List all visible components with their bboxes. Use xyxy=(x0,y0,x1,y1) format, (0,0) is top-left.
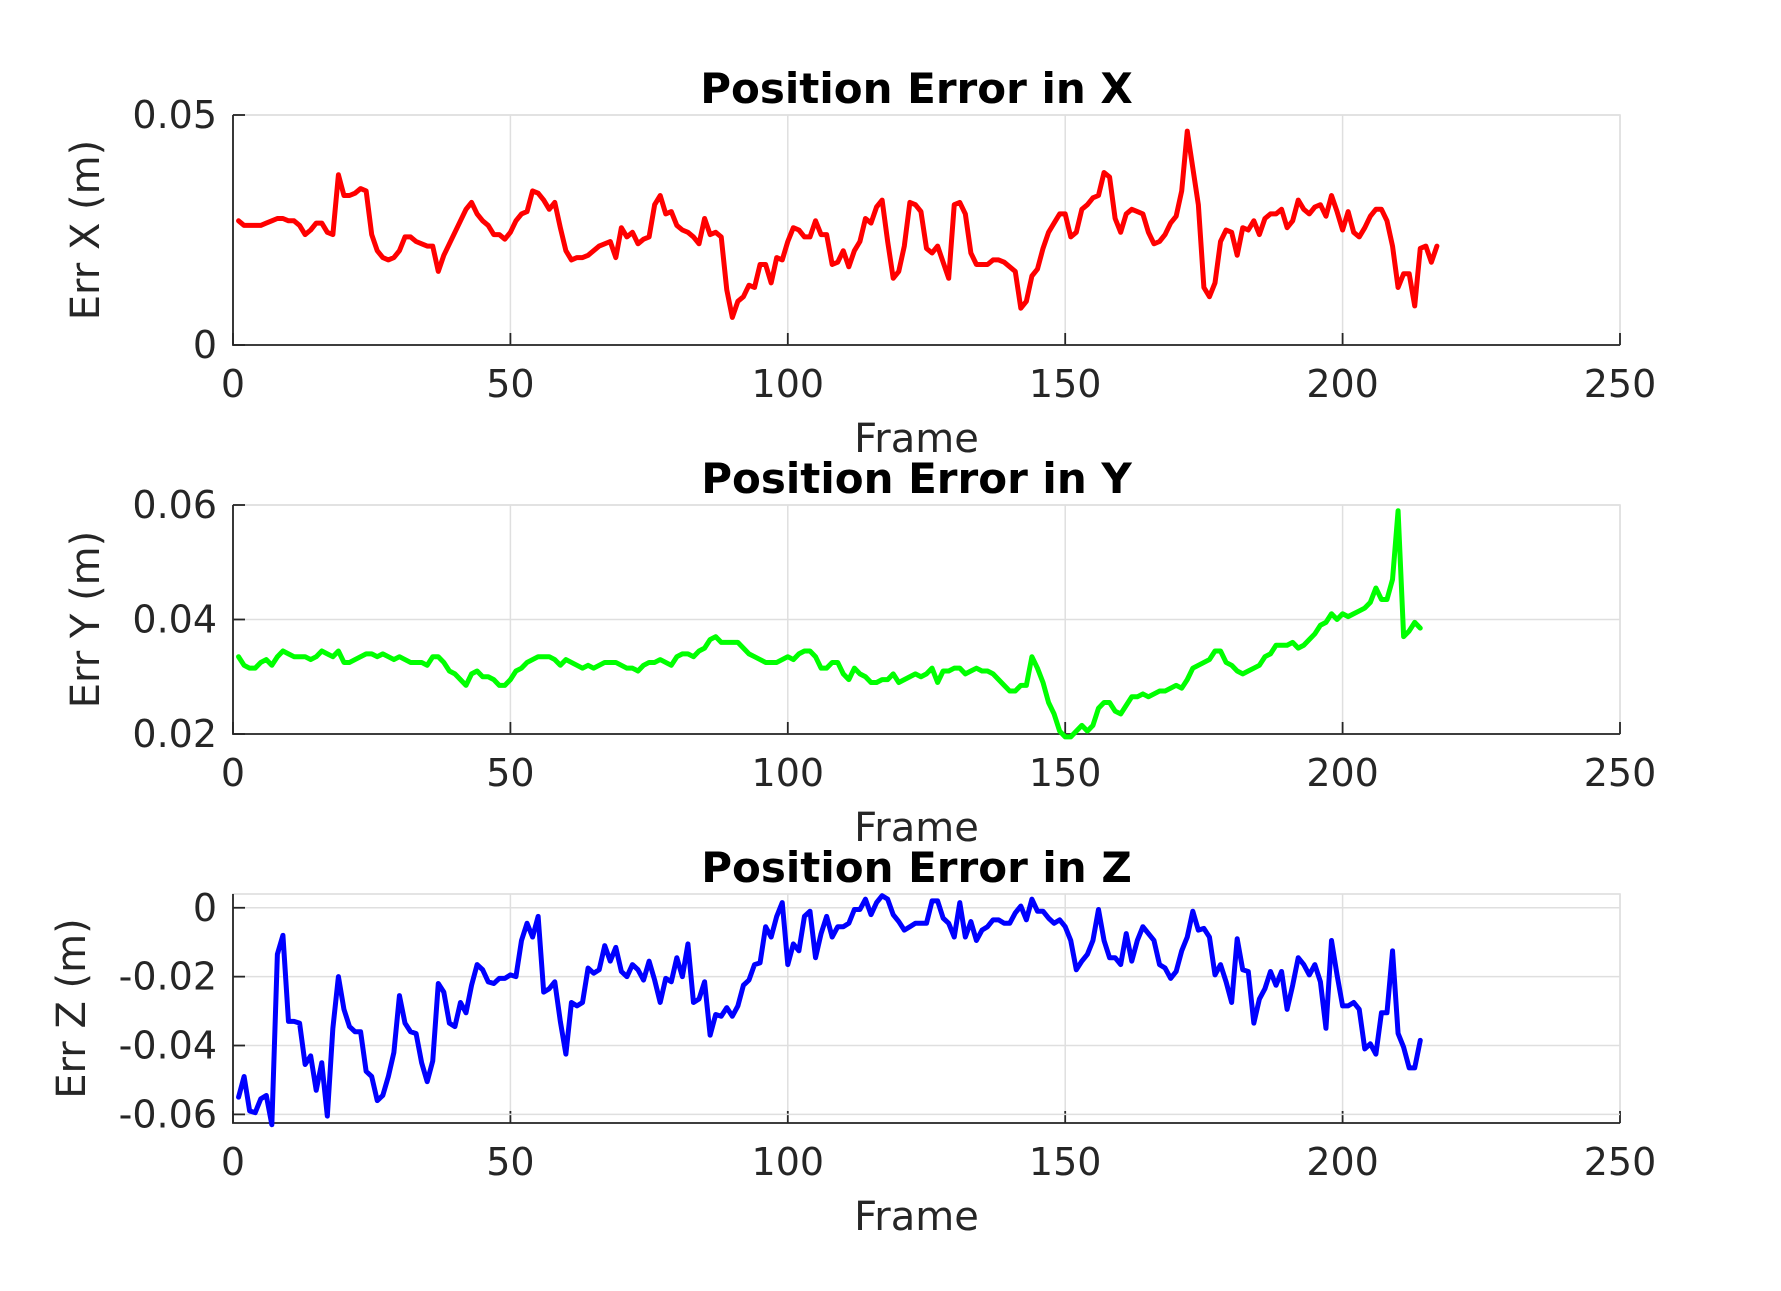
y-tick-label: 0 xyxy=(193,323,217,367)
x-tick-label: 0 xyxy=(221,751,245,795)
y-tick-label: 0 xyxy=(193,886,217,930)
chart-title-x: Position Error in X xyxy=(700,64,1133,113)
x-tick-label: 250 xyxy=(1584,751,1657,795)
x-tick-label: 150 xyxy=(1029,1140,1102,1184)
y-axis-label-z: Err Z (m) xyxy=(49,918,95,1098)
y-tick-label: -0.02 xyxy=(119,955,217,999)
series-line-z xyxy=(236,893,1423,1128)
subplot-x: 0 50 100 150 200 250 0 0.05 Position Error in X F… xyxy=(63,64,1656,462)
y-axis-label-y: Err Y (m) xyxy=(63,531,109,709)
y-axis-label-x: Err X (m) xyxy=(63,140,109,320)
series-line-y xyxy=(236,508,1423,740)
x-tick-label: 150 xyxy=(1029,362,1102,406)
x-axis-label-z: Frame xyxy=(854,1194,979,1240)
x-axis-label-y: Frame xyxy=(854,805,979,851)
y-tick-label: 0.04 xyxy=(132,598,217,642)
plot-area-z xyxy=(232,893,1621,1124)
x-tick-label: 200 xyxy=(1306,751,1379,795)
y-tick-label: -0.06 xyxy=(119,1092,217,1136)
x-tick-label: 200 xyxy=(1306,1140,1379,1184)
y-tick-label: 0.02 xyxy=(132,712,217,756)
x-tick-label: 50 xyxy=(486,751,534,795)
x-tick-label: 250 xyxy=(1584,362,1657,406)
x-tick-label: 250 xyxy=(1584,1140,1657,1184)
x-tick-label: 100 xyxy=(752,1140,825,1184)
chart-title-z: Position Error in Z xyxy=(701,843,1132,892)
subplot-y: 0 50 100 150 200 250 0.02 0.04 0.06 Position Erro… xyxy=(63,454,1656,851)
axes-z xyxy=(232,894,1620,1124)
x-tick-label: 100 xyxy=(752,751,825,795)
series-line-x xyxy=(236,128,1440,320)
y-tick-label: -0.04 xyxy=(119,1024,217,1068)
y-tick-label: 0.05 xyxy=(132,93,217,137)
x-tick-label: 0 xyxy=(221,362,245,406)
x-tick-label: 50 xyxy=(486,362,534,406)
axes-y xyxy=(232,505,1620,735)
chart-title-y: Position Error in Y xyxy=(701,454,1132,503)
axes-x xyxy=(232,115,1620,346)
plot-area-x xyxy=(232,114,1621,346)
x-axis-label-x: Frame xyxy=(854,416,979,462)
x-tick-label: 0 xyxy=(221,1140,245,1184)
x-tick-label: 200 xyxy=(1306,362,1379,406)
subplot-z: 0 50 100 150 200 250 -0.06 -0.04 -0.02 0 Position … xyxy=(49,843,1656,1240)
x-tick-label: 50 xyxy=(486,1140,534,1184)
x-tick-label: 150 xyxy=(1029,751,1102,795)
x-tick-label: 100 xyxy=(752,362,825,406)
y-tick-label: 0.06 xyxy=(132,483,217,527)
